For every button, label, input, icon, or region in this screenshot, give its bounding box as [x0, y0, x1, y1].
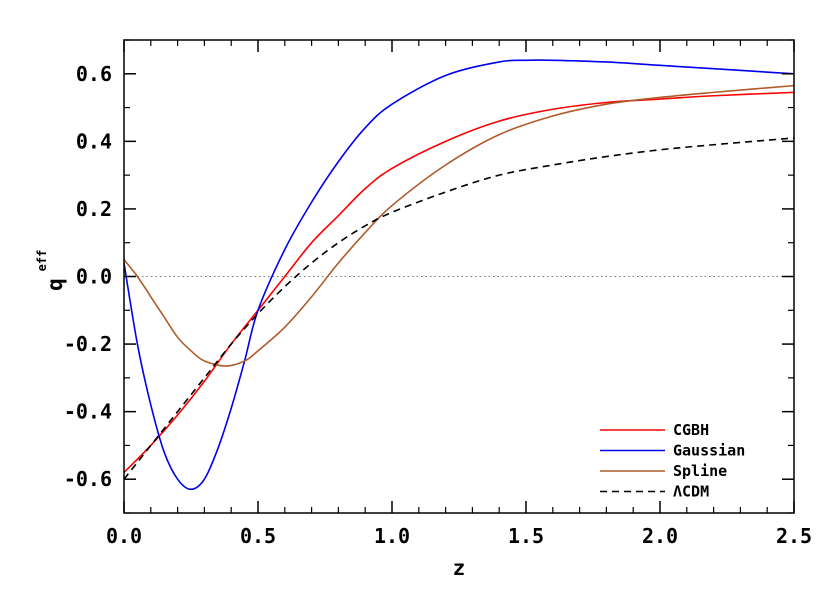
y-tick-label: 0.6: [76, 62, 112, 86]
y-tick-label: 0.0: [76, 265, 112, 289]
x-tick-label: 1.5: [508, 524, 544, 548]
x-tick-label: 1.0: [374, 524, 410, 548]
series-line-3: [123, 84, 795, 367]
plot-area: [123, 39, 795, 514]
legend: CGBH Gaussian Spline ΛCDM: [600, 421, 745, 501]
y-tick-label: 0.2: [76, 197, 112, 221]
legend-label: ΛCDM: [673, 483, 709, 501]
x-tick-label: 2.5: [776, 524, 812, 548]
ticks-layer: [123, 39, 795, 514]
x-axis-title: z: [453, 556, 466, 580]
y-axis-title: q eff: [35, 250, 67, 291]
y-tick-label: -0.4: [64, 400, 112, 424]
series-line-1: [123, 91, 795, 474]
y-tick-label: 0.4: [76, 129, 112, 153]
y-tick-label: -0.2: [64, 332, 112, 356]
y-axis-title-main: q: [43, 278, 67, 291]
series-line-4: [123, 137, 795, 480]
series-line-2: [123, 59, 795, 491]
x-tick-label: 0.5: [240, 524, 276, 548]
y-axis-title-superscript: eff: [35, 250, 49, 272]
legend-label: Spline: [673, 462, 727, 480]
y-tick-label: -0.6: [64, 467, 112, 491]
x-tick-label: 0.0: [106, 524, 142, 548]
y-tick-labels: -0.6 -0.4 -0.2 0.0 0.2 0.4 0.6: [64, 62, 112, 491]
x-tick-label: 2.0: [642, 524, 678, 548]
legend-label: CGBH: [673, 421, 709, 439]
x-tick-labels: 0.0 0.5 1.0 1.5 2.0 2.5: [106, 524, 812, 548]
legend-label: Gaussian: [673, 442, 745, 460]
series-layer: [123, 59, 795, 491]
